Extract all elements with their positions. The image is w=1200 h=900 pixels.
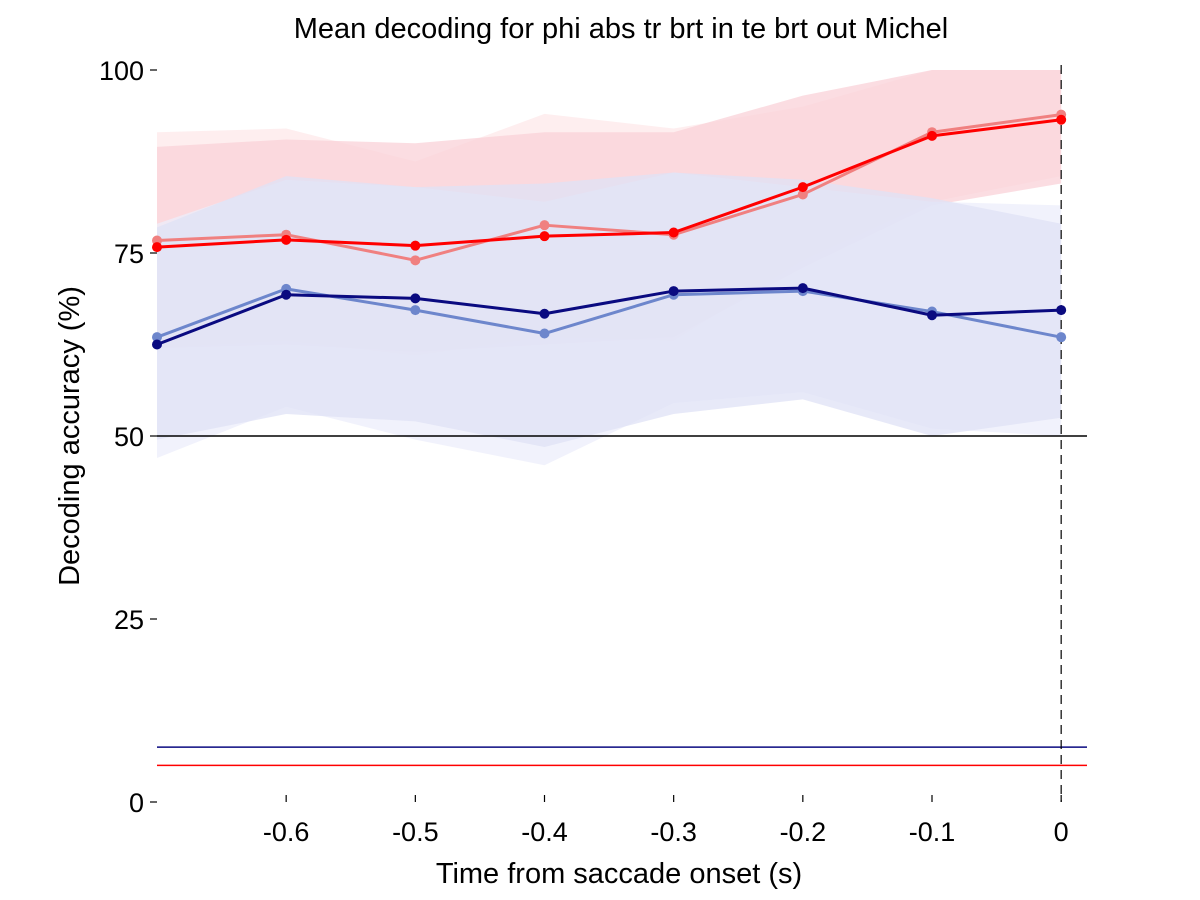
- data-point-s1-6: [797, 189, 808, 200]
- x-tick-label-4: -0.3: [650, 817, 697, 847]
- data-point-s2-1: [152, 242, 162, 253]
- data-point-s4-3: [410, 293, 421, 304]
- data-point-s2-8: [1056, 114, 1067, 125]
- data-point-s4-8: [1056, 305, 1067, 316]
- confidence-bands: [157, 70, 1062, 466]
- y-tick-label-0: 0: [129, 788, 144, 818]
- data-point-s4-6: [797, 283, 808, 294]
- y-tick-label-100: 100: [99, 56, 144, 86]
- series-line-4: [156, 286, 1062, 346]
- x-tick-label-3: -0.4: [521, 817, 568, 847]
- data-point-s2-6: [797, 182, 808, 193]
- data-point-s4-2: [281, 289, 292, 300]
- axes: [150, 69, 1062, 803]
- x-tick-label-5: -0.2: [780, 817, 827, 847]
- data-point-s4-5: [668, 286, 679, 297]
- x-tick-label-7: 0: [1054, 817, 1069, 847]
- reference-lines: [157, 65, 1087, 802]
- chart-title: Mean decoding for phi abs tr brt in te b…: [294, 13, 948, 45]
- series-line-1: [156, 113, 1062, 262]
- y-tick-label-75: 75: [114, 239, 144, 269]
- x-axis-label: Time from saccade onset (s): [436, 858, 802, 890]
- y-tick-label-50: 50: [114, 422, 144, 452]
- x-tick-label-6: -0.1: [909, 817, 956, 847]
- y-axis-label: Decoding accuracy (%): [54, 286, 86, 586]
- data-point-s1-3: [410, 255, 421, 266]
- x-tick-label-1: -0.6: [263, 817, 310, 847]
- series-line-3: [156, 287, 1062, 339]
- data-point-s3-4: [539, 328, 550, 339]
- series-line-2: [156, 118, 1062, 249]
- data-point-s1-4: [539, 220, 550, 231]
- data-point-s4-7: [927, 310, 937, 321]
- data-point-s2-3: [410, 240, 421, 251]
- data-point-s3-1: [152, 332, 162, 343]
- data-point-s4-4: [539, 308, 550, 319]
- x-tick-label-2: -0.5: [392, 817, 439, 847]
- data-point-s4-1: [152, 339, 162, 350]
- data-point-s3-8: [1056, 332, 1067, 343]
- tick-labels: 0 25 50 75 100 -0.6 -0.5 -0.4 -0.3 -0.2 -0.1 0: [99, 56, 1069, 847]
- series-lines: [152, 109, 1067, 350]
- data-point-s2-2: [281, 234, 292, 245]
- data-point-s2-4: [539, 231, 550, 242]
- confidence-band-4: [157, 172, 1062, 447]
- data-point-s3-3: [410, 305, 421, 316]
- data-point-s2-5: [668, 227, 679, 238]
- data-point-s2-7: [927, 130, 937, 141]
- y-tick-label-25: 25: [114, 605, 144, 635]
